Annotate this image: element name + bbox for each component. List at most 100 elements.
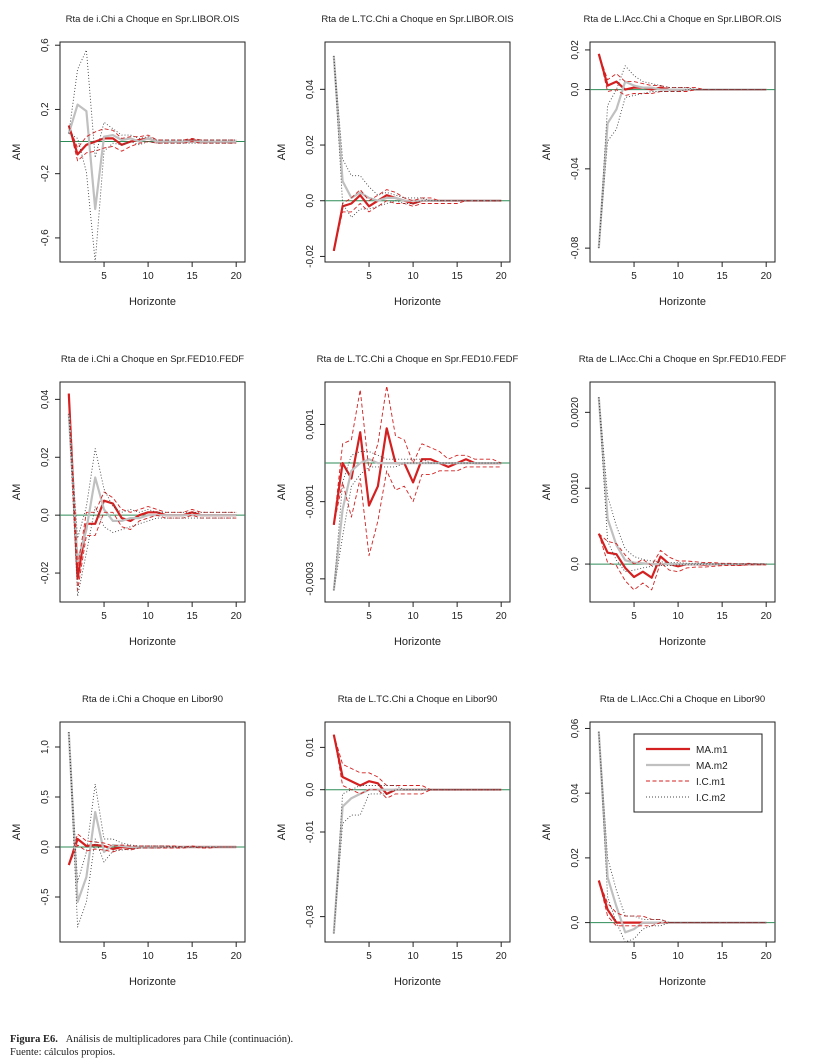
plot-frame [589, 381, 776, 603]
y-tick-label: 0,0 [40, 840, 51, 854]
legend-box [633, 733, 763, 813]
plot-frame [59, 381, 246, 603]
y-tick-label: 0,04 [570, 783, 581, 803]
plot-frame [59, 721, 246, 943]
x-tick-label: 5 [631, 611, 637, 622]
x-tick-label: 10 [673, 271, 685, 282]
y-tick-label: 0,04 [305, 79, 316, 99]
series-line-ma-m1 [597, 533, 767, 579]
y-tick-label: 0,02 [40, 447, 51, 467]
plot-frame [589, 41, 776, 263]
plot-frame [324, 41, 511, 263]
series-line-i-c-m1 [598, 533, 767, 567]
chart-title: Rta de L.TC.Chi a Choque en Spr.FED10.FE… [317, 354, 519, 365]
y-tick-label: 0,06 [570, 718, 581, 738]
y-axis-label: AM [541, 484, 553, 501]
series-line-ma-m2 [332, 788, 502, 934]
x-tick-label: 5 [101, 951, 107, 962]
chart-title: Rta de L.IAcc.Chi a Choque en Spr.FED10.… [579, 354, 787, 365]
x-tick-label: 15 [187, 951, 199, 962]
x-tick-label: 10 [408, 951, 420, 962]
y-tick-label: -0,01 [305, 820, 316, 843]
x-tick-label: 5 [366, 611, 372, 622]
x-tick-label: 15 [717, 611, 729, 622]
y-tick-label: 0,0 [305, 782, 316, 796]
y-tick-label: -0,0003 [305, 561, 316, 595]
x-tick-label: 15 [452, 951, 464, 962]
chart-panel-9: Rta de L.IAcc.Chi a Choque en Libor90 5 10… [541, 694, 776, 988]
x-tick-label: 20 [496, 951, 508, 962]
y-tick-label: 0,6 [40, 38, 51, 52]
series-line-i-c-m2-lower [333, 462, 502, 591]
x-tick-label: 15 [717, 951, 729, 962]
series-line-i-c-m2-lower [68, 731, 237, 928]
chart-panel-5: Rta de L.TC.Chi a Choque en Spr.FED10.FE… [276, 354, 519, 648]
series-line-ma-m1 [67, 837, 237, 866]
series-line-i-c-m2-lower [333, 55, 502, 218]
y-tick-label: 0,02 [570, 848, 581, 868]
chart-panel-3: Rta de L.IAcc.Chi a Choque en Spr.LIBOR.… [541, 14, 782, 308]
y-tick-label: -0,5 [40, 888, 51, 906]
chart-title: Rta de L.TC.Chi a Choque en Spr.LIBOR.OI… [321, 14, 513, 25]
chart-panel-8: Rta de L.TC.Chi a Choque en Libor90 5 10 15… [276, 694, 511, 988]
series-line-i-c-m2 [598, 397, 767, 565]
series-line-i-c-m2 [68, 731, 237, 883]
y-axis-label: AM [541, 824, 553, 841]
x-tick-label: 5 [631, 951, 637, 962]
series-line-i-c-m1 [333, 189, 502, 251]
series-line-ma-m2 [332, 55, 502, 202]
x-tick-label: 20 [761, 271, 773, 282]
caption-source: Fuente: cálculos propios. [10, 1047, 116, 1058]
y-axis-label: AM [11, 484, 23, 501]
x-tick-label: 5 [366, 271, 372, 282]
series-line-i-c-m1-lower [333, 200, 502, 251]
x-tick-label: 20 [496, 271, 508, 282]
series-line-ma-m1 [597, 880, 767, 924]
series-line-i-c-m1-lower [333, 466, 502, 557]
y-tick-label: 0,5 [40, 790, 51, 804]
plot-frame [324, 721, 511, 943]
chart-title: Rta de i.Chi a Choque en Libor90 [82, 694, 223, 705]
chart-title: Rta de i.Chi a Choque en Spr.FED10.FEDF [61, 354, 244, 365]
series-line-i-c-m2-lower [598, 731, 767, 943]
x-axis-label: Horizonte [129, 976, 176, 988]
y-axis-label: AM [11, 824, 23, 841]
x-tick-label: 10 [408, 611, 420, 622]
y-tick-label: -0,2 [40, 165, 51, 183]
y-tick-label: 1,0 [40, 740, 51, 754]
chart-title: Rta de i.Chi a Choque en Spr.LIBOR.OIS [66, 14, 240, 25]
y-axis-label: AM [276, 824, 288, 841]
chart-title: Rta de L.IAcc.Chi a Choque en Spr.LIBOR.… [583, 14, 781, 25]
legend-label-ma-m1: MA.m1 [696, 745, 728, 756]
chart-panel-7: Rta de i.Chi a Choque en Libor90 5 10 15 20 -… [11, 694, 246, 988]
series-line-i-c-m1 [333, 734, 502, 791]
y-tick-label: -0,08 [570, 236, 581, 259]
series-line-i-c-m2-lower [598, 89, 767, 249]
y-tick-label: 0,0 [570, 82, 581, 96]
y-axis-label: AM [541, 144, 553, 161]
x-tick-label: 10 [673, 611, 685, 622]
x-tick-label: 5 [101, 611, 107, 622]
y-tick-label: 0,0 [570, 557, 581, 571]
x-tick-label: 5 [366, 951, 372, 962]
y-tick-label: -0,03 [305, 905, 316, 928]
chart-panel-2: Rta de L.TC.Chi a Choque en Spr.LIBOR.OI… [276, 14, 514, 308]
y-tick-label: 0,02 [570, 40, 581, 60]
series-line-i-c-m1 [598, 880, 767, 924]
caption-text: Análisis de multiplicadores para Chile (… [65, 1034, 294, 1045]
series-line-ma-m2 [332, 458, 502, 591]
y-axis-label: AM [11, 144, 23, 161]
y-tick-label: 0,0010 [570, 472, 581, 503]
series-line-ma-m2 [67, 413, 237, 563]
x-tick-label: 5 [101, 271, 107, 282]
x-axis-label: Horizonte [659, 296, 706, 308]
x-axis-label: Horizonte [394, 976, 441, 988]
x-axis-label: Horizonte [394, 636, 441, 648]
y-tick-label: -0,02 [40, 561, 51, 584]
y-tick-label: 0,0020 [570, 397, 581, 428]
series-line-i-c-m2-lower [68, 413, 237, 597]
x-tick-label: 20 [496, 611, 508, 622]
series-line-i-c-m2 [333, 55, 502, 202]
series-line-i-c-m1 [333, 385, 502, 525]
figure-caption: Figura E6. Análisis de multiplicadores p… [10, 1033, 293, 1059]
